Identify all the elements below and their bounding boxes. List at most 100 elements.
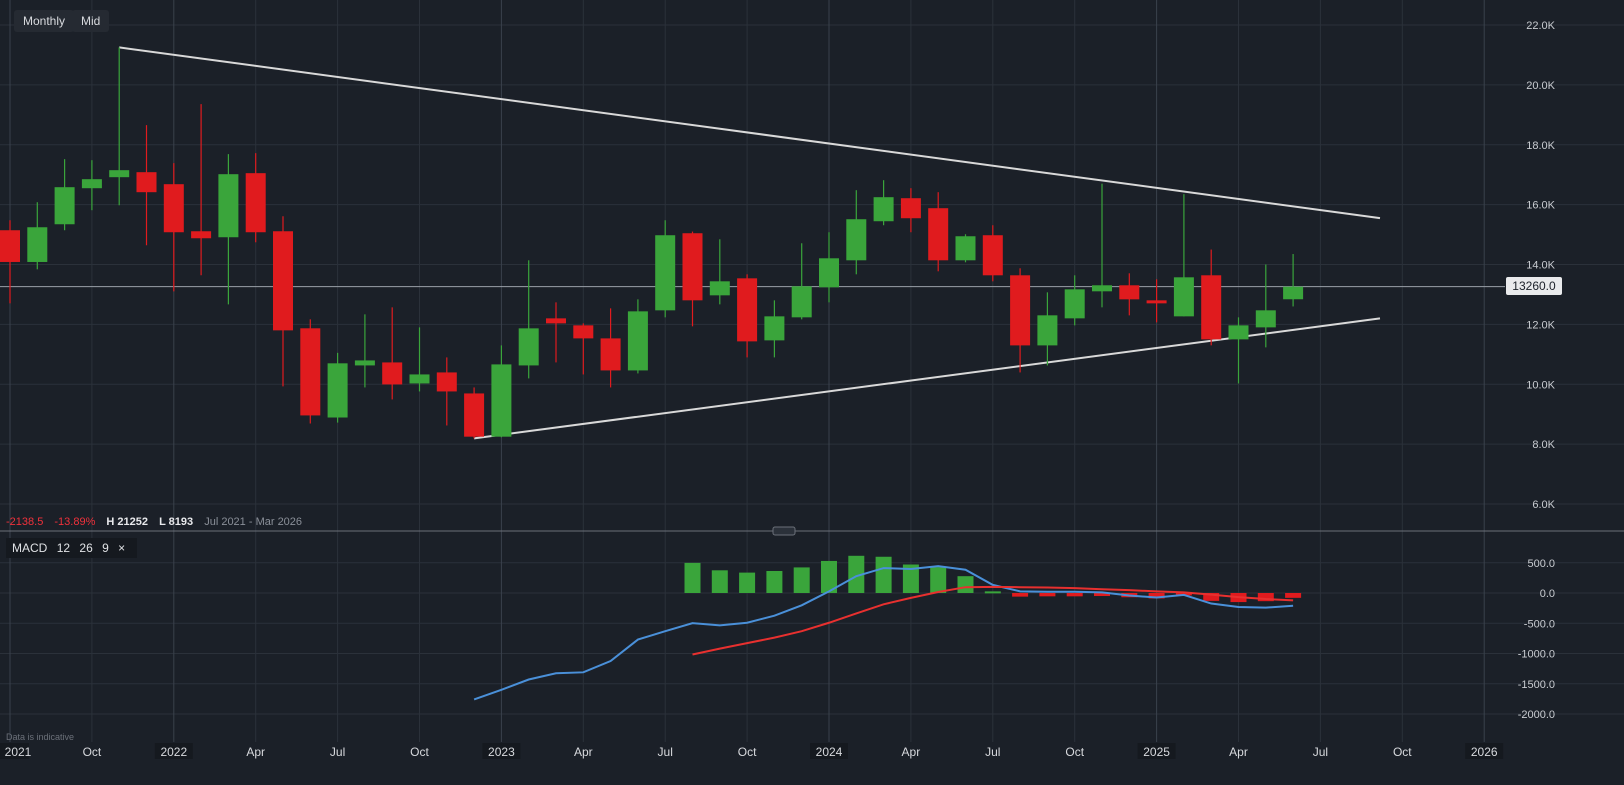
candle-2021-09 [54, 159, 75, 231]
interval-button[interactable]: Monthly [14, 10, 75, 32]
candle-2022-05 [273, 216, 293, 387]
time-axis-label: Apr [574, 745, 593, 759]
price-axis-label: 22.0K [1526, 20, 1555, 32]
macd-histogram-bar [1094, 593, 1110, 597]
candle-body [709, 281, 730, 296]
macd-axis-label: -1500.0 [1518, 679, 1555, 691]
price-type-button[interactable]: Mid [72, 10, 110, 32]
low-value: L 8193 [159, 516, 194, 528]
candle-2025-04 [1228, 317, 1249, 384]
candle-body [1146, 300, 1167, 304]
candle-body [546, 318, 566, 324]
price-axis-label: 18.0K [1526, 140, 1555, 152]
candle-2024-07 [982, 225, 1003, 282]
close-icon[interactable]: × [118, 541, 126, 555]
candle-body [136, 172, 157, 193]
candle-body [0, 230, 20, 262]
macd-histogram-bar [848, 555, 865, 593]
macd-legend[interactable]: MACD 12 26 9 × [6, 538, 138, 558]
price-axis-label: 10.0K [1526, 379, 1555, 391]
time-axis-label: Jul [1313, 745, 1328, 759]
macd-slow: 26 [79, 541, 93, 555]
candle-2024-12 [1119, 273, 1140, 316]
panel-resize-handle[interactable] [772, 526, 796, 536]
price-axis-label: 12.0K [1526, 319, 1555, 331]
candle-body [791, 286, 812, 318]
macd-axis-label: -500.0 [1524, 618, 1555, 630]
candle-2024-11 [1092, 183, 1112, 308]
candle-body [900, 198, 921, 219]
candle-2025-06 [1283, 254, 1304, 307]
candle-body [245, 173, 266, 233]
price-axis-label: 6.0K [1532, 499, 1555, 511]
time-axis-label: 2021 [5, 745, 32, 759]
time-axis-label: Oct [410, 745, 429, 759]
candle-body [1119, 285, 1140, 300]
time-axis-label: 2022 [160, 745, 187, 759]
time-axis-label: Jul [658, 745, 673, 759]
year-label-bg [154, 743, 193, 759]
candle-body [163, 184, 184, 233]
current-price-label: 13260.0 [1506, 277, 1562, 295]
candle-2023-09 [709, 239, 730, 305]
candle-body [491, 364, 512, 437]
macd-histogram-bar [711, 570, 728, 593]
candle-body [54, 187, 75, 225]
time-axis-label: Apr [1229, 745, 1248, 759]
candle-body [1037, 315, 1058, 346]
candle-2023-10 [737, 274, 758, 358]
candle-2024-09 [1037, 292, 1058, 366]
candle-body [846, 219, 867, 261]
macd-fast: 12 [56, 541, 71, 555]
candle-2023-07 [655, 220, 676, 318]
candle-body [109, 170, 130, 178]
data-indicative-note: Data is indicative [6, 732, 75, 742]
time-axis-label: Jul [330, 745, 345, 759]
candle-body [354, 360, 375, 366]
time-axis-label: Apr [246, 745, 265, 759]
high-value: H 21252 [106, 516, 149, 528]
macd-histogram-bar [930, 567, 947, 593]
candle-body [1010, 275, 1031, 346]
macd-histogram-bar [875, 556, 892, 593]
candle-body [1201, 275, 1222, 340]
time-axis-label: 2023 [488, 745, 515, 759]
price-axis-label: 8.0K [1532, 439, 1555, 451]
candle-2022-03 [218, 154, 239, 305]
candle-2021-10 [81, 160, 102, 211]
candle-body [1173, 277, 1194, 317]
candle-body [218, 174, 239, 238]
candle-2024-08 [1010, 268, 1031, 373]
candle-2022-02 [191, 104, 212, 276]
macd-histogram-bar [1039, 593, 1056, 597]
candle-body [436, 372, 457, 392]
candle-2021-11 [109, 47, 130, 206]
macd-histogram-bar [902, 564, 919, 593]
candle-2023-08 [682, 231, 703, 327]
macd-histogram-bar [1148, 593, 1165, 599]
macd-histogram-bar [1203, 593, 1220, 601]
price-axis-label: 16.0K [1526, 200, 1555, 212]
year-label-bg [1137, 743, 1176, 759]
macd-histogram-bar [793, 567, 810, 593]
candle-body [300, 328, 321, 416]
candle-body [655, 235, 676, 311]
price-axis-label: 20.0K [1526, 80, 1555, 92]
candle-body [382, 362, 403, 385]
year-label-bg [0, 743, 29, 759]
candle-body [737, 278, 758, 342]
candle-body [1283, 286, 1304, 300]
candle-body [600, 338, 621, 371]
candle-body [27, 227, 48, 262]
macd-histogram-bar [984, 591, 1001, 594]
candle-2025-03 [1201, 249, 1222, 346]
time-axis-label: Oct [1065, 745, 1084, 759]
change-value: -2138.5 [6, 516, 44, 528]
change-percent: -13.89% [54, 516, 96, 528]
candle-body [819, 258, 839, 288]
candle-2023-01 [491, 345, 512, 438]
candle-2024-02 [846, 190, 867, 275]
candle-body [518, 328, 539, 366]
macd-axis-label: -1000.0 [1518, 649, 1555, 661]
